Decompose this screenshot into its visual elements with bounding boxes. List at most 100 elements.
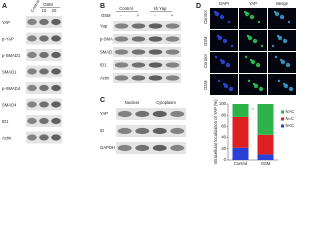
cell xyxy=(282,38,288,44)
band xyxy=(165,36,180,42)
band xyxy=(51,68,61,75)
row-label: YAP xyxy=(100,111,108,116)
row-label: Control xyxy=(203,54,208,68)
band xyxy=(27,68,37,75)
cell xyxy=(274,55,278,59)
cell xyxy=(258,86,264,92)
bar-segment xyxy=(257,154,274,160)
band xyxy=(39,68,49,75)
cell xyxy=(228,86,234,92)
sign: - xyxy=(120,13,122,18)
cell xyxy=(220,59,226,65)
cell xyxy=(277,35,283,41)
band xyxy=(131,36,146,42)
band xyxy=(51,117,61,125)
band xyxy=(27,117,37,125)
blot-strip xyxy=(113,73,181,83)
band xyxy=(51,35,61,42)
lane-label: 20 xyxy=(52,8,57,13)
panel-letter: C xyxy=(100,97,105,104)
cell xyxy=(244,11,250,17)
group-label: OSM xyxy=(43,2,53,7)
y-tick-label: 20 xyxy=(221,146,226,151)
panel-letter: A xyxy=(2,3,7,10)
band xyxy=(135,144,150,152)
band xyxy=(114,75,129,81)
sign: - xyxy=(154,13,156,18)
row-label: p-SMAD4 xyxy=(2,86,21,91)
bar-segment xyxy=(257,104,274,135)
row-label: Actin xyxy=(100,76,110,81)
cell xyxy=(219,14,225,20)
cell xyxy=(255,62,261,68)
blot-strip xyxy=(113,21,181,31)
band xyxy=(135,110,150,118)
band xyxy=(51,84,61,92)
blot-strip xyxy=(116,142,186,154)
group-label: Nuclear xyxy=(125,100,140,105)
row-label: Yap xyxy=(100,24,108,29)
cell xyxy=(271,44,275,48)
panel-letter: D xyxy=(196,3,201,10)
row-label: SMAD4 xyxy=(2,103,17,108)
group-label: Cytoplasm xyxy=(156,100,176,105)
legend-swatch xyxy=(281,110,284,114)
legend-label: N>C xyxy=(286,109,295,114)
band xyxy=(114,36,129,42)
legend-label: N=C xyxy=(286,116,295,121)
band xyxy=(152,127,167,135)
blot-strip xyxy=(113,47,181,57)
blot-strip xyxy=(113,34,181,44)
x-tick-label: Control xyxy=(234,161,248,166)
band xyxy=(148,75,163,81)
cell xyxy=(252,38,258,44)
panel-letter: B xyxy=(100,3,105,10)
cell xyxy=(277,79,281,83)
band xyxy=(114,62,129,68)
band xyxy=(39,18,49,26)
cell xyxy=(260,44,264,48)
row-label: p-SMAD1 xyxy=(2,53,21,58)
cell xyxy=(287,20,291,24)
row-label: OSM xyxy=(203,36,208,46)
blot-strip xyxy=(116,108,186,120)
band xyxy=(170,110,185,118)
bar-segment xyxy=(232,147,249,160)
blot-strip xyxy=(113,60,181,70)
bar-segment xyxy=(257,134,274,155)
band xyxy=(27,134,37,141)
cell xyxy=(225,62,231,68)
bar-segment xyxy=(232,116,249,148)
legend-swatch xyxy=(281,117,284,121)
micrograph xyxy=(268,74,296,95)
cell xyxy=(285,62,291,68)
row-label: ID1 xyxy=(2,119,9,124)
band xyxy=(131,49,146,55)
band xyxy=(39,134,49,141)
row-label: OSM xyxy=(203,80,208,90)
band xyxy=(152,110,167,118)
y-tick-label: 60 xyxy=(221,124,226,129)
cell xyxy=(279,14,285,20)
row-label: Actin xyxy=(2,136,12,141)
band xyxy=(39,51,49,59)
cell xyxy=(244,55,248,59)
band xyxy=(117,144,132,152)
band xyxy=(148,62,163,68)
sign: + xyxy=(137,13,140,18)
cell xyxy=(247,79,251,83)
legend-swatch xyxy=(281,124,284,128)
treatment-label: OSM xyxy=(101,13,111,18)
bar-segment xyxy=(232,104,249,117)
band xyxy=(27,18,37,26)
band xyxy=(131,23,146,29)
sign: + xyxy=(171,13,174,18)
cell xyxy=(250,59,256,65)
cell xyxy=(288,86,294,92)
y-tick-label: 0 xyxy=(224,157,227,162)
blot-strip xyxy=(116,125,186,137)
band xyxy=(170,127,185,135)
band xyxy=(148,36,163,42)
cell xyxy=(223,83,229,89)
